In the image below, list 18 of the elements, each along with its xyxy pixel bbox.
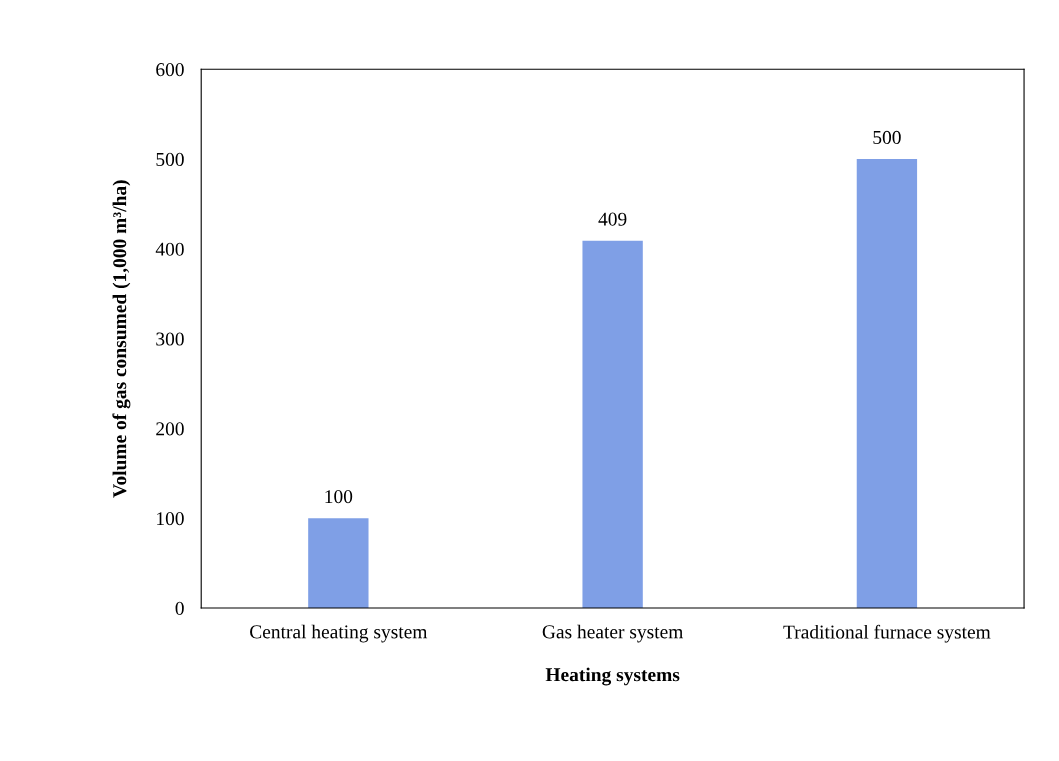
data-label: 100 xyxy=(325,490,353,504)
data-label: 409 xyxy=(598,212,627,226)
y-tick-label: 100 xyxy=(157,512,184,526)
y-tick-label: 200 xyxy=(156,422,184,436)
x-tick-label: Gas heater system xyxy=(542,624,684,643)
y-tick-label: 500 xyxy=(156,152,184,166)
bar xyxy=(308,518,369,609)
x-axis-title: Heating systems xyxy=(545,667,680,686)
bar xyxy=(582,240,643,609)
data-label: 500 xyxy=(873,130,901,144)
y-tick-label: 400 xyxy=(155,242,184,256)
y-tick-label: 0 xyxy=(175,601,184,615)
y-axis-title: Volume of gas consumed (1,000 m³/ha) xyxy=(112,180,131,498)
y-tick-label: 600 xyxy=(156,63,184,77)
y-tick-label: 300 xyxy=(156,332,184,346)
x-tick-label: Central heating system xyxy=(250,624,428,643)
bar xyxy=(856,159,918,609)
x-tick-label: Traditional furnace system xyxy=(783,624,991,643)
